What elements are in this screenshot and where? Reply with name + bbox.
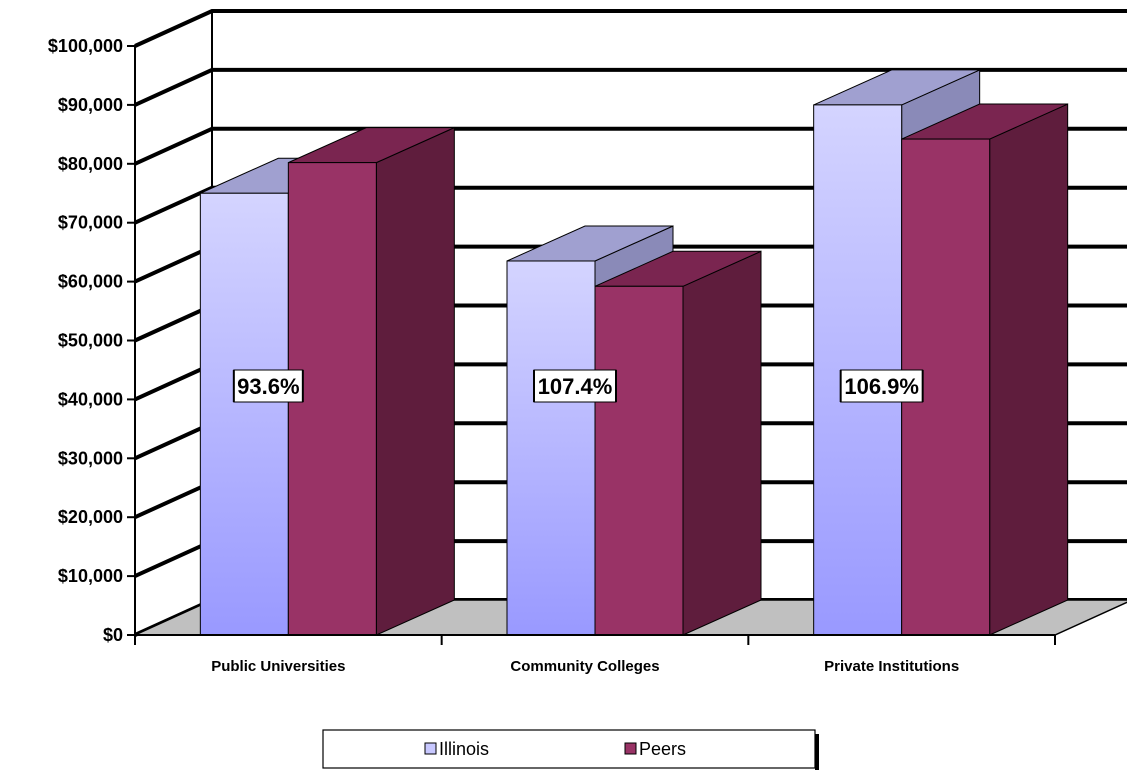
data-label: 93.6% xyxy=(232,369,304,403)
category-labels: Public Universities Community Colleges Pri… xyxy=(211,658,959,675)
bar-side-peers-1 xyxy=(682,250,762,636)
legend-shadow xyxy=(815,734,819,770)
data-label: 106.9% xyxy=(839,369,924,403)
data-label-value: 93.6% xyxy=(237,374,299,399)
bar-illinois-0 xyxy=(199,192,289,636)
legend-label-peers: Peers xyxy=(639,739,686,759)
category-label: Community Colleges xyxy=(510,658,659,675)
y-tick-label: $100,000 xyxy=(48,36,123,56)
bar-peers-1 xyxy=(594,285,684,636)
y-tick-label: $10,000 xyxy=(58,566,123,586)
legend-label-illinois: Illinois xyxy=(439,739,489,759)
legend-swatch-peers xyxy=(624,742,637,755)
legend-swatch-illinois xyxy=(424,742,437,755)
data-label-value: 106.9% xyxy=(844,374,919,399)
bar-side-peers-2 xyxy=(989,103,1069,636)
y-tick-label: $30,000 xyxy=(58,448,123,468)
data-label-box xyxy=(840,369,924,403)
data-labels: 93.6% 107.4% 106.9% xyxy=(232,369,924,403)
data-label-box xyxy=(533,369,617,403)
data-label-box xyxy=(233,369,304,403)
y-tick-label: $90,000 xyxy=(58,95,123,115)
y-tick-label: $60,000 xyxy=(58,272,123,292)
gridline xyxy=(134,9,1127,48)
gridline xyxy=(134,67,1127,107)
axes xyxy=(127,45,1056,645)
legend: Illinois Peers xyxy=(322,729,819,770)
data-label: 107.4% xyxy=(533,369,617,403)
y-tick-label: $40,000 xyxy=(58,389,123,409)
bar-side-peers-0 xyxy=(375,126,455,636)
y-tick-label: $20,000 xyxy=(58,507,123,527)
bar-illinois-1 xyxy=(506,260,596,636)
y-tick-label: $0 xyxy=(103,625,123,645)
data-label-value: 107.4% xyxy=(538,374,613,399)
category-label: Public Universities xyxy=(211,658,345,675)
category-label: Private Institutions xyxy=(824,658,959,675)
y-tick-label: $50,000 xyxy=(58,331,123,351)
y-tick-label: $80,000 xyxy=(58,154,123,174)
y-tick-labels: $0 $10,000 $20,000 $30,000 $40,000 $50,000 $60… xyxy=(48,36,123,645)
bars xyxy=(199,69,1069,636)
y-tick-label: $70,000 xyxy=(58,213,123,233)
legend-box xyxy=(322,729,816,769)
